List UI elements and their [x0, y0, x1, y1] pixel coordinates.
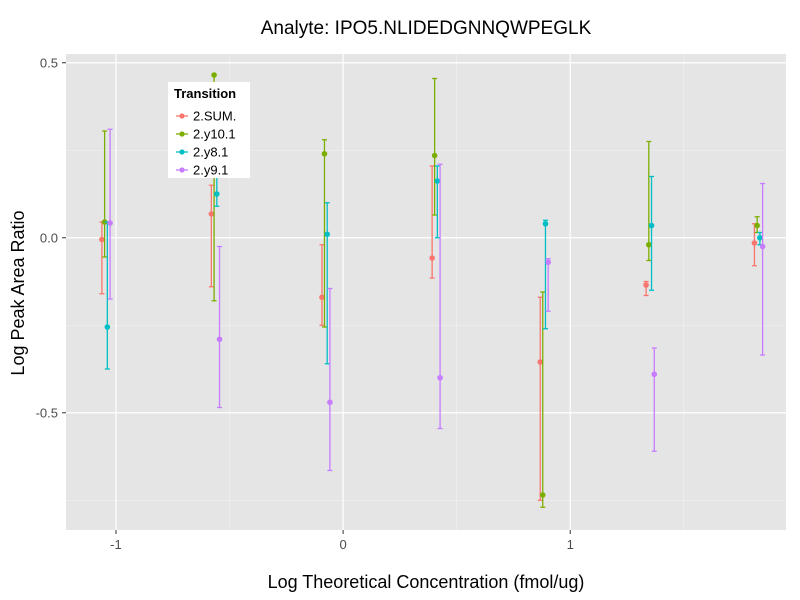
legend-box — [168, 82, 250, 178]
legend-title: Transition — [174, 86, 236, 101]
legend-key-point — [179, 113, 185, 119]
data-point — [211, 72, 217, 78]
data-point — [648, 222, 655, 229]
y-tick-label: 0.0 — [40, 230, 58, 245]
legend-label: 2.y10.1 — [193, 127, 236, 142]
x-axis-label: Log Theoretical Concentration (fmol/ug) — [268, 572, 585, 592]
data-point — [434, 178, 441, 184]
data-point — [101, 219, 108, 225]
data-point — [319, 294, 325, 301]
legend-item: 2.SUM. — [176, 109, 236, 124]
data-point — [537, 359, 544, 365]
data-point — [759, 243, 766, 250]
legend-label: 2.y8.1 — [193, 145, 228, 160]
data-point — [429, 255, 435, 261]
data-point — [321, 150, 328, 157]
legend-item: 2.y9.1 — [176, 163, 228, 178]
legend-label: 2.y9.1 — [193, 163, 228, 178]
data-point — [104, 324, 111, 330]
data-point — [437, 374, 443, 381]
data-point — [542, 220, 549, 227]
data-point — [545, 259, 551, 266]
legend-item: 2.y10.1 — [176, 127, 236, 142]
data-point — [324, 231, 330, 238]
data-point — [107, 220, 113, 226]
data-point — [431, 152, 438, 159]
data-point — [651, 371, 658, 378]
data-point — [643, 282, 649, 288]
y-tick-label: -0.5 — [36, 405, 58, 420]
y-axis-label: Log Peak Area Ratio — [8, 210, 28, 375]
data-point — [751, 240, 758, 246]
data-point — [327, 399, 333, 406]
data-point — [757, 234, 763, 241]
data-point — [99, 236, 105, 243]
legend: Transition 2.SUM. 2.y10.1 2.y8.1 2.y9.1 — [168, 82, 250, 178]
x-tick-label: 0 — [339, 537, 346, 552]
legend-label: 2.SUM. — [193, 109, 236, 124]
data-point — [754, 222, 760, 229]
x-tick-label: 1 — [567, 537, 574, 552]
chart-title: Analyte: IPO5.NLIDEDGNNQWPEGLK — [261, 18, 592, 39]
data-point — [216, 336, 223, 343]
legend-key-point — [179, 131, 185, 137]
plot-area: -1 0 1 0.5 0.0 -0.5 Transition 2.SUM. 2.y10.1 2.y… — [36, 54, 786, 552]
data-point — [646, 241, 652, 248]
data-point — [208, 211, 215, 217]
legend-key-point — [179, 149, 185, 155]
x-tick-label: -1 — [110, 537, 122, 552]
data-point — [214, 191, 220, 197]
y-tick-label: 0.5 — [40, 55, 58, 70]
legend-item: 2.y8.1 — [176, 145, 228, 160]
legend-key-point — [179, 167, 185, 173]
data-point — [539, 492, 546, 498]
